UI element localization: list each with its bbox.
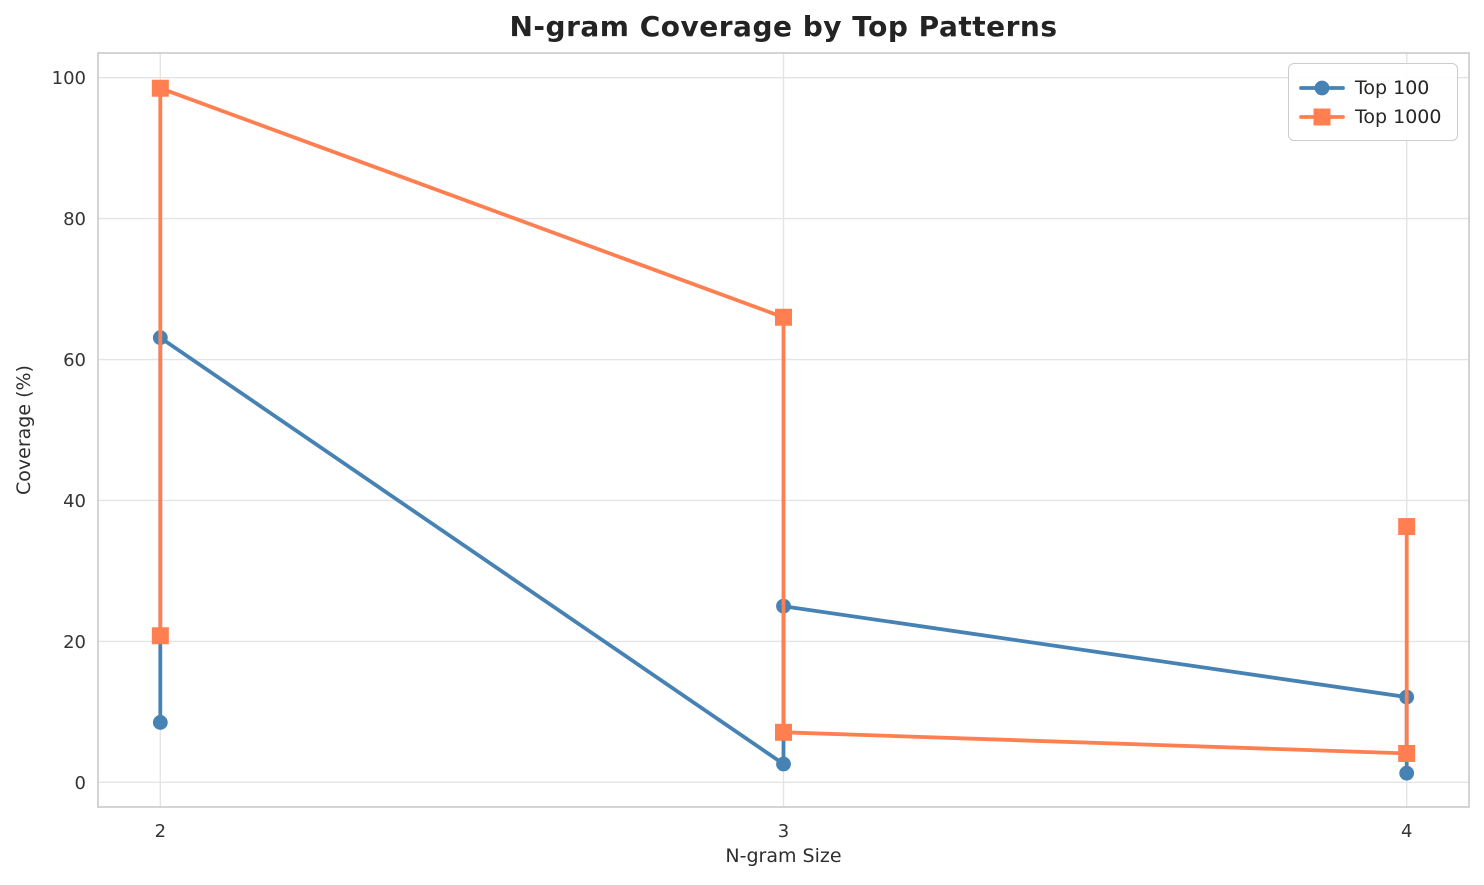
legend-label: Top 100 <box>1355 76 1430 99</box>
data-point-square <box>775 308 792 326</box>
data-point-square <box>151 79 169 97</box>
x-axis-label: N-gram Size <box>725 845 842 867</box>
data-point-circle <box>152 715 168 730</box>
series-line <box>158 86 1409 756</box>
plot-border <box>97 52 1470 808</box>
y-tick-label: 40 <box>63 491 86 512</box>
x-tick-label: 4 <box>1401 821 1412 842</box>
legend-sample-circle-icon <box>1299 80 1345 95</box>
legend-item: Top 1000 <box>1299 102 1445 131</box>
legend-item: Top 100 <box>1299 73 1445 102</box>
data-point-circle <box>1399 765 1415 781</box>
legend: Top 100 Top 1000 <box>1288 63 1458 141</box>
data-point-square <box>1398 744 1416 762</box>
data-point-square <box>151 627 169 645</box>
chart-title: N-gram Coverage by Top Patterns <box>509 10 1058 43</box>
y-tick-label: 0 <box>75 773 86 794</box>
y-tick-label: 20 <box>63 632 86 653</box>
y-tick-label: 60 <box>63 350 86 371</box>
legend-sample-square-icon <box>1299 108 1345 125</box>
data-point-square <box>1398 518 1416 536</box>
y-axis-label: Coverage (%) <box>13 365 35 495</box>
x-tick-label: 2 <box>155 821 166 842</box>
legend-marker-circle <box>1314 80 1330 95</box>
y-tick-label: 100 <box>52 68 86 89</box>
y-tick-label: 80 <box>63 209 86 230</box>
data-point-circle <box>776 756 791 772</box>
series-top-1000 <box>151 79 1416 762</box>
x-tick-label: 3 <box>778 821 789 842</box>
data-point-square <box>775 723 792 741</box>
legend-marker-square <box>1313 108 1331 125</box>
legend-label: Top 1000 <box>1355 105 1442 128</box>
